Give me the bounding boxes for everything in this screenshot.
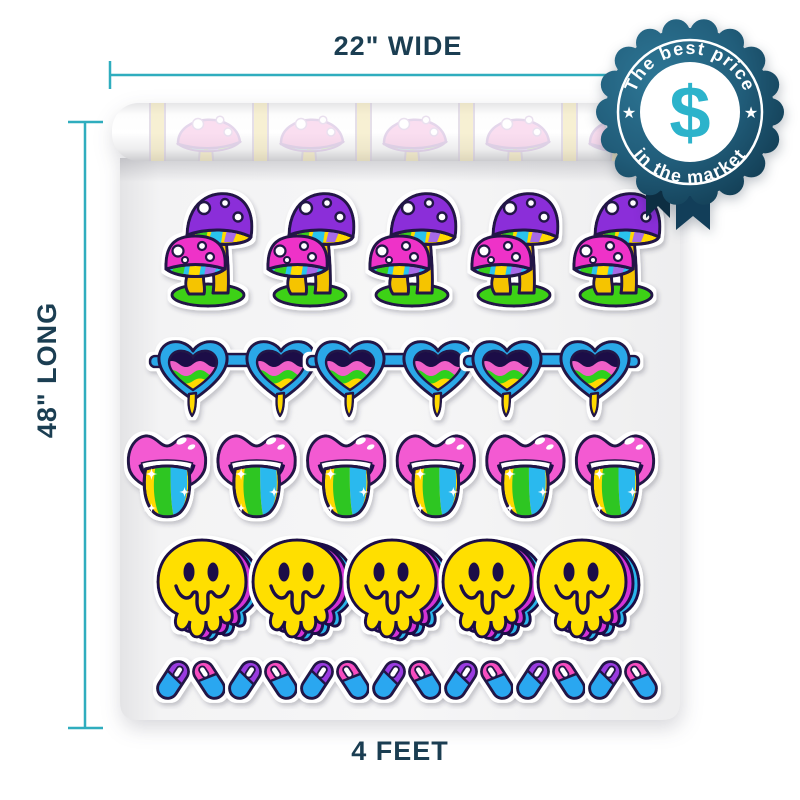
length-dimension: 48" LONG (32, 120, 103, 730)
feet-label: 4 FEET (351, 736, 449, 766)
width-label: 22" WIDE (334, 31, 463, 61)
wallpaper-roll-and-sheet (112, 103, 680, 720)
price-badge: $ ★ ★ The best price in the market (596, 19, 784, 230)
dollar-icon: $ (669, 71, 710, 154)
badge-center-disc (640, 62, 740, 162)
width-dimension: 22" WIDE (108, 31, 662, 89)
length-label: 48" LONG (32, 302, 62, 438)
badge-inner-ring (616, 38, 764, 186)
star-icon-left: ★ (622, 105, 636, 122)
roll-shadow (120, 158, 680, 182)
star-icon-right: ★ (744, 105, 758, 122)
